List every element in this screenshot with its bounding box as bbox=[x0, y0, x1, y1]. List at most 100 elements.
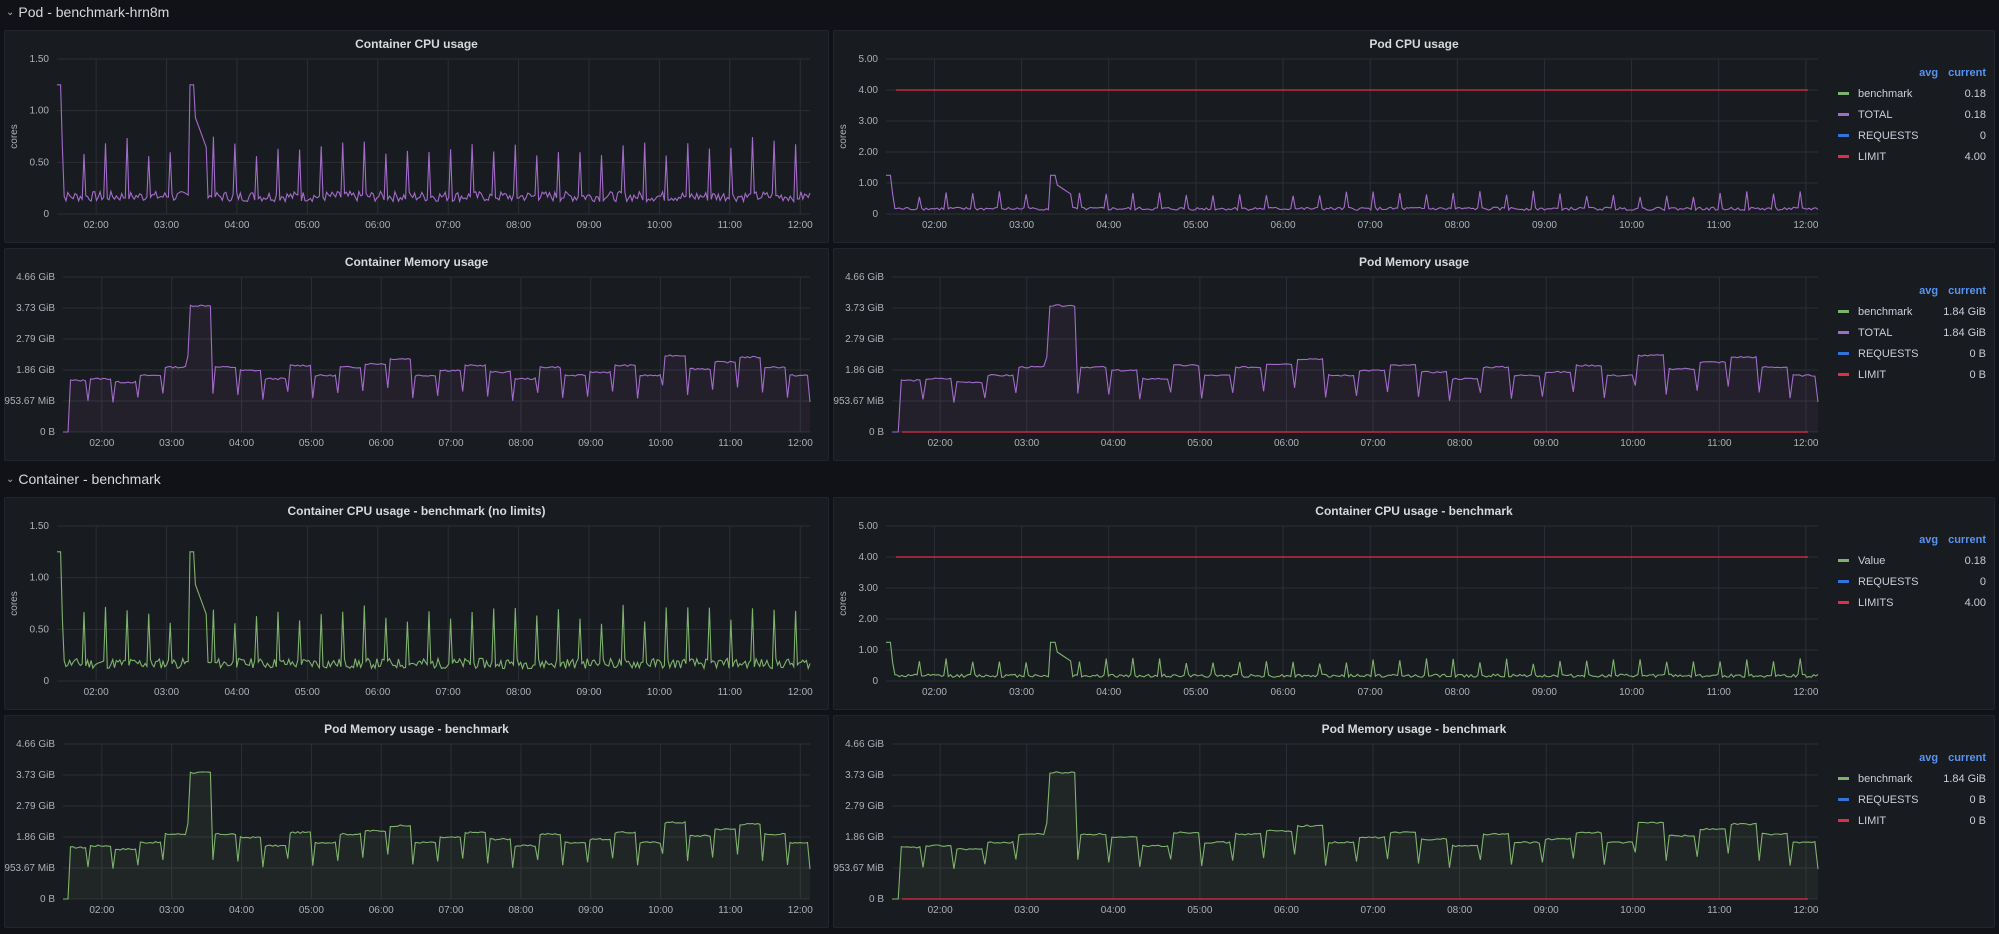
y-tick-label: 4.00 bbox=[859, 552, 879, 563]
legend-swatch bbox=[1838, 352, 1849, 355]
panel-title[interactable]: Pod Memory usage bbox=[1358, 255, 1470, 269]
chart-svg: 0 1.00 2.00 3.00 4.00 5.00 cores 02:00 03:00 04:0… bbox=[838, 54, 1819, 231]
row-title: Pod - benchmark-hrn8m bbox=[18, 4, 170, 20]
chevron-down-icon: ⌄ bbox=[6, 6, 15, 18]
panel-pod-memory-benchmark-right[interactable]: Pod Memory usage - benchmark 0 B 953.67 Mi… bbox=[833, 715, 1995, 928]
series-area-memory bbox=[63, 305, 810, 432]
x-tick-label: 09:00 bbox=[1532, 220, 1557, 231]
legend-item[interactable]: benchmark 1.84 GiB bbox=[1838, 768, 1986, 789]
row-header-pod[interactable]: ⌄ Pod - benchmark-hrn8m bbox=[6, 2, 169, 22]
series-line-benchmark bbox=[886, 174, 1819, 212]
x-tick-label: 12:00 bbox=[788, 905, 813, 916]
panel-container-cpu[interactable]: Container CPU usage 0 0.50 1.00 1.50 cores 02:… bbox=[4, 30, 829, 243]
legend-item-name: LIMIT bbox=[1858, 150, 1887, 163]
series-line-value bbox=[886, 641, 1819, 679]
x-tick-label: 07:00 bbox=[439, 905, 464, 916]
legend-item[interactable]: TOTAL 0.18 bbox=[1838, 104, 1986, 125]
legend-item[interactable]: REQUESTS 0 bbox=[1838, 125, 1986, 146]
x-tick-label: 09:00 bbox=[1532, 687, 1557, 698]
x-tick-label: 12:00 bbox=[1793, 220, 1818, 231]
x-tick-label: 11:00 bbox=[718, 687, 743, 698]
legend-item[interactable]: REQUESTS 0 bbox=[1838, 571, 1986, 592]
x-tick-label: 02:00 bbox=[89, 438, 114, 449]
legend-item[interactable]: benchmark 0.18 bbox=[1838, 83, 1986, 104]
x-tick-label: 03:00 bbox=[154, 220, 179, 231]
series-line-memory bbox=[63, 304, 811, 433]
panel-title[interactable]: Pod CPU usage bbox=[1369, 37, 1459, 51]
legend-header-avg[interactable]: avg bbox=[1919, 285, 1939, 297]
chevron-down-icon: ⌄ bbox=[6, 473, 15, 485]
legend-swatch bbox=[1838, 331, 1849, 334]
legend-item[interactable]: LIMIT 0 B bbox=[1838, 810, 1986, 831]
legend-item[interactable]: REQUESTS 0 B bbox=[1838, 789, 1986, 810]
y-tick-label: 1.00 bbox=[859, 178, 879, 189]
x-tick-label: 06:00 bbox=[1274, 905, 1299, 916]
legend-item[interactable]: REQUESTS 0 B bbox=[1838, 343, 1986, 364]
x-tick-label: 08:00 bbox=[508, 438, 533, 449]
legend-header-avg[interactable]: avg bbox=[1919, 752, 1939, 764]
y-tick-label: 4.66 GiB bbox=[845, 739, 884, 750]
x-tick-label: 05:00 bbox=[295, 220, 320, 231]
x-tick-label: 11:00 bbox=[1707, 438, 1732, 449]
x-tick-label: 02:00 bbox=[89, 905, 114, 916]
legend-item-name: REQUESTS bbox=[1858, 793, 1919, 806]
x-tick-label: 08:00 bbox=[1445, 687, 1470, 698]
legend-item[interactable]: benchmark 1.84 GiB bbox=[1838, 301, 1986, 322]
legend: avg current Value 0.18 REQUESTS 0 LIMITS 4.00 bbox=[1838, 534, 1986, 613]
panel-container-memory[interactable]: Container Memory usage 0 B 953.67 MiB 1.86 … bbox=[4, 248, 829, 461]
x-tick-label: 02:00 bbox=[922, 687, 947, 698]
x-tick-label: 02:00 bbox=[928, 438, 953, 449]
legend-swatch bbox=[1838, 559, 1849, 562]
x-tick-label: 12:00 bbox=[788, 220, 813, 231]
legend-item-value: 0 bbox=[1979, 575, 1986, 588]
y-tick-label: 3.73 GiB bbox=[845, 303, 884, 314]
x-tick-label: 11:00 bbox=[718, 438, 743, 449]
legend-header-current[interactable]: current bbox=[1948, 285, 1986, 297]
legend-item-name: benchmark bbox=[1858, 305, 1913, 318]
y-tick-label: 5.00 bbox=[859, 521, 879, 532]
x-tick-label: 03:00 bbox=[1014, 438, 1039, 449]
x-tick-label: 08:00 bbox=[508, 905, 533, 916]
legend-item-value: 0 bbox=[1979, 129, 1986, 142]
series-line-usage bbox=[57, 551, 811, 671]
legend-swatch bbox=[1838, 580, 1849, 583]
legend-header-current[interactable]: current bbox=[1948, 534, 1986, 546]
legend: avg current benchmark 1.84 GiB REQUESTS 0 B LI… bbox=[1838, 752, 1986, 831]
panel-pod-memory-benchmark-left[interactable]: Pod Memory usage - benchmark 0 B 953.67 Mi… bbox=[4, 715, 829, 928]
row-header-container[interactable]: ⌄ Container - benchmark bbox=[6, 469, 161, 489]
panel-title[interactable]: Pod Memory usage - benchmark bbox=[1321, 722, 1507, 736]
panel-title[interactable]: Pod Memory usage - benchmark bbox=[324, 722, 509, 736]
panel-pod-memory[interactable]: Pod Memory usage 0 B 953.67 MiB 1.86 GiB 2.7… bbox=[833, 248, 1995, 461]
panel-title[interactable]: Container CPU usage bbox=[355, 37, 478, 51]
x-tick-label: 06:00 bbox=[1271, 687, 1296, 698]
x-tick-label: 04:00 bbox=[224, 687, 249, 698]
panel-title[interactable]: Container CPU usage - benchmark bbox=[1315, 504, 1513, 518]
legend-item[interactable]: TOTAL 1.84 GiB bbox=[1838, 322, 1986, 343]
panel-title[interactable]: Container Memory usage bbox=[344, 255, 489, 269]
panel-pod-cpu[interactable]: Pod CPU usage 0 1.00 2.00 3.00 4.00 5.00 cores 0… bbox=[833, 30, 1995, 243]
panel-container-cpu-benchmark[interactable]: Container CPU usage - benchmark 0 1.00 2.00… bbox=[833, 497, 1995, 710]
legend-item[interactable]: LIMIT 4.00 bbox=[1838, 146, 1986, 167]
y-tick-label: 4.66 GiB bbox=[16, 739, 55, 750]
legend-item[interactable]: LIMITS 4.00 bbox=[1838, 592, 1986, 613]
x-tick-label: 10:00 bbox=[1620, 438, 1645, 449]
legend-header-avg[interactable]: avg bbox=[1919, 67, 1939, 79]
panel-container-cpu-benchmark-nolimits[interactable]: Container CPU usage - benchmark (no limi… bbox=[4, 497, 829, 710]
legend-header-avg[interactable]: avg bbox=[1919, 534, 1939, 546]
x-tick-label: 08:00 bbox=[1445, 220, 1470, 231]
x-tick-label: 08:00 bbox=[506, 220, 531, 231]
x-tick-label: 07:00 bbox=[1361, 905, 1386, 916]
panel-title[interactable]: Container CPU usage - benchmark (no limi… bbox=[287, 504, 546, 518]
legend-header-current[interactable]: current bbox=[1948, 67, 1986, 79]
y-tick-label: 1.86 GiB bbox=[845, 365, 884, 376]
x-tick-label: 10:00 bbox=[648, 905, 673, 916]
series-area-benchmark bbox=[892, 771, 1818, 899]
legend-item[interactable]: Value 0.18 bbox=[1838, 550, 1986, 571]
y-tick-label: 2.79 GiB bbox=[16, 801, 55, 812]
legend-header-current[interactable]: current bbox=[1948, 752, 1986, 764]
legend-item-name: benchmark bbox=[1858, 772, 1913, 785]
x-tick-label: 10:00 bbox=[1619, 220, 1644, 231]
legend-item[interactable]: LIMIT 0 B bbox=[1838, 364, 1986, 385]
x-tick-label: 06:00 bbox=[365, 687, 390, 698]
legend-header: avg current bbox=[1838, 67, 1986, 83]
